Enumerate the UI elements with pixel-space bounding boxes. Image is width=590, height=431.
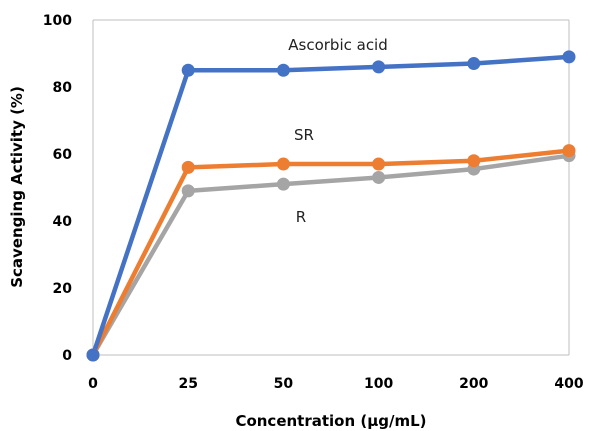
x-tick-label: 50 (274, 376, 294, 392)
series-line-ascorbic-acid (90, 54, 570, 356)
x-tick-label: 25 (178, 376, 197, 392)
x-tick-label: 0 (88, 376, 98, 392)
data-point-sr (562, 144, 576, 158)
data-point-ascorbic-acid (86, 348, 100, 362)
data-point-ascorbic-acid (181, 63, 195, 77)
x-tick-labels: 0 25 50 100 200 400 (88, 376, 584, 392)
y-tick-label: 60 (53, 147, 73, 163)
data-point-ascorbic-acid (562, 50, 576, 64)
data-point-ascorbic-acid (467, 57, 481, 71)
series-points (86, 50, 576, 362)
y-tick-label: 20 (53, 281, 73, 297)
x-axis-title: Concentration (μg/mL) (235, 412, 426, 430)
y-axis-title: Scavenging Activity (%) (8, 86, 26, 288)
data-point-r (372, 170, 386, 184)
data-point-r (181, 184, 195, 198)
data-point-sr (181, 160, 195, 174)
x-tick-label: 100 (364, 376, 393, 392)
series-label-sr: SR (294, 126, 314, 144)
y-tick-labels: 0 20 40 60 80 100 (43, 13, 72, 364)
y-tick-label: 40 (53, 214, 73, 230)
data-point-sr (467, 154, 481, 168)
data-point-ascorbic-acid (372, 60, 386, 74)
series-line-r (91, 153, 570, 357)
data-point-r (276, 177, 290, 191)
series-line-sr (90, 148, 570, 357)
data-point-sr (276, 157, 290, 171)
series-label-r: R (296, 208, 306, 226)
x-tick-label: 400 (554, 376, 583, 392)
y-tick-label: 100 (43, 13, 72, 29)
y-tick-label: 80 (53, 80, 73, 96)
data-point-sr (372, 157, 386, 171)
series-label-ascorbic-acid: Ascorbic acid (288, 36, 388, 54)
x-tick-label: 200 (459, 376, 488, 392)
series-labels: Ascorbic acid SR R (288, 36, 388, 226)
series-lines (90, 54, 570, 357)
data-point-ascorbic-acid (276, 63, 290, 77)
axes (92, 19, 570, 356)
y-tick-label: 0 (62, 348, 72, 364)
